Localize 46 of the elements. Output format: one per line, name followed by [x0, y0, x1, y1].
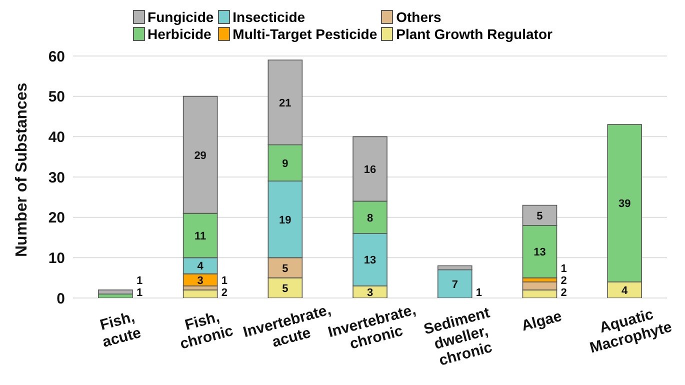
data-label: 1 [560, 263, 567, 275]
data-label: 5 [282, 282, 288, 295]
data-label: 1 [136, 287, 143, 299]
data-label: 3 [197, 274, 204, 287]
data-label: 19 [279, 214, 292, 226]
data-label: 13 [364, 254, 376, 267]
data-label: 39 [618, 198, 631, 210]
bar [437, 269, 472, 298]
y-tick-label: 30 [48, 169, 65, 186]
legend-label: Others [395, 8, 442, 25]
data-label: 2 [221, 287, 228, 299]
data-label: 16 [364, 164, 376, 176]
data-label: 13 [534, 246, 546, 259]
data-label: 21 [279, 97, 292, 110]
y-tick-label: 40 [48, 128, 65, 146]
legend-label: Plant Growth Regulator [395, 25, 552, 42]
data-label: 1 [476, 287, 482, 299]
data-label: 2 [560, 287, 567, 299]
data-label: 5 [282, 262, 288, 275]
data-label: 11 [194, 230, 206, 242]
data-label: 7 [452, 278, 458, 291]
legend-label: Fungicide [146, 8, 214, 25]
bar [98, 290, 133, 294]
data-label: 29 [194, 150, 206, 162]
y-tick-label: 60 [48, 48, 65, 66]
data-label: 4 [197, 260, 204, 273]
data-label: 1 [136, 275, 143, 287]
x-tick-label: Fish, acute [98, 308, 143, 351]
data-label: 8 [366, 212, 374, 224]
y-axis-title: Number of Substances [14, 82, 31, 257]
legend-label: Herbicide [146, 25, 212, 42]
data-label: 2 [560, 275, 567, 287]
y-tick-label: 20 [48, 210, 65, 227]
legend-label: Multi-Target Pesticide [232, 25, 378, 42]
x-tick-label: Sediment dweller, chronic [422, 304, 494, 370]
y-tick-label: 0 [56, 290, 65, 308]
data-label: 4 [622, 284, 629, 297]
y-tick-label: 10 [48, 250, 65, 267]
data-label: 5 [536, 210, 543, 222]
x-tick-label: Algae [520, 308, 564, 335]
x-tick-label: Fish, chronic [178, 308, 235, 353]
data-label: 3 [366, 286, 374, 299]
y-tick-label: 50 [48, 88, 65, 106]
legend-label: Insecticide [232, 8, 306, 25]
data-label: 1 [221, 275, 228, 287]
data-label: 9 [282, 158, 288, 170]
